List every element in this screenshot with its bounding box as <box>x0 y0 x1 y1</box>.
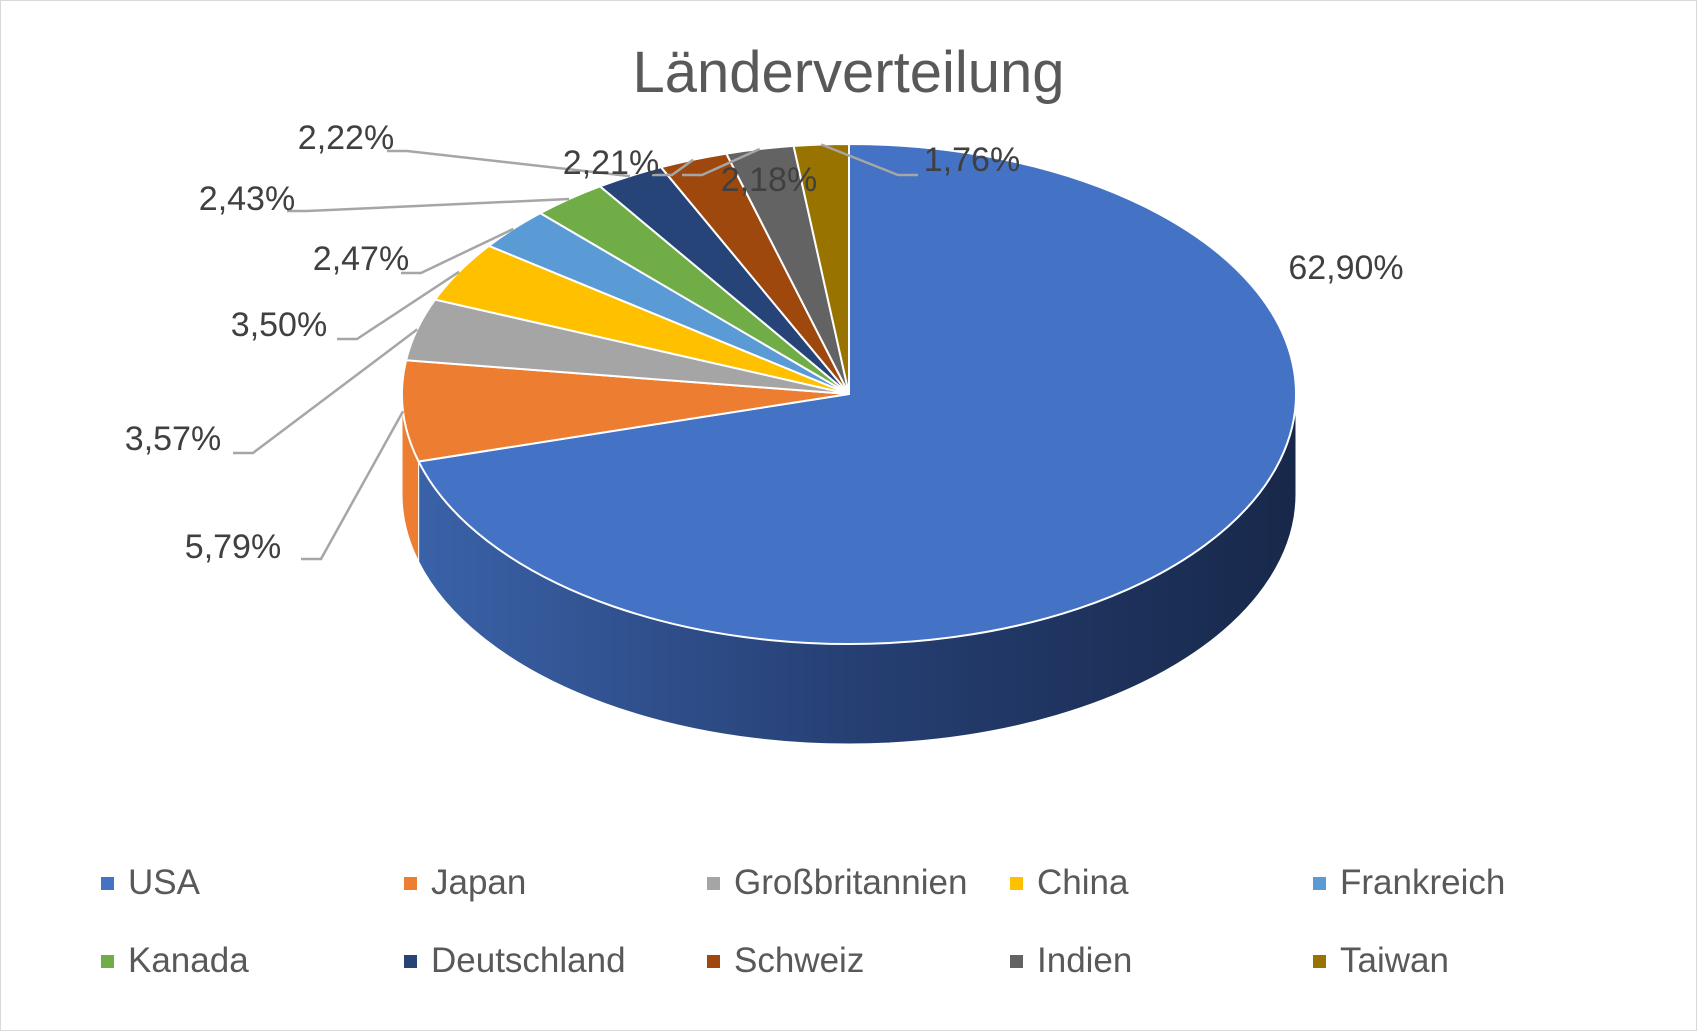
legend-item-china: China <box>1010 863 1313 903</box>
data-label-deutschland: 2,22% <box>298 119 394 157</box>
legend-item-deutschland: Deutschland <box>404 941 707 981</box>
data-label-indien: 2,18% <box>721 161 817 199</box>
data-label-china: 3,50% <box>231 306 327 344</box>
legend-label: Großbritannien <box>734 863 968 902</box>
leader-line-großbritannien <box>233 328 418 455</box>
legend-item-kanada: Kanada <box>101 941 404 981</box>
legend-swatch <box>1010 954 1023 968</box>
legend-swatch <box>101 876 114 890</box>
data-labels: 62,90% 5,79% 3,57% 3,50% 2,47% 2,43%2,22% 2,21… <box>125 119 1404 566</box>
legend-swatch <box>707 954 720 968</box>
legend-swatch <box>101 954 114 968</box>
legend-item-indien: Indien <box>1010 941 1313 981</box>
leader-line-japan <box>301 410 405 561</box>
legend-item-frankreich: Frankreich <box>1313 863 1616 903</box>
legend: USA Japan Großbritannien China Frankreich Kan… <box>101 863 1641 981</box>
legend-item-großbritannien: Großbritannien <box>707 863 1010 903</box>
legend-label: Taiwan <box>1340 941 1449 980</box>
leader-line-taiwan <box>820 143 918 177</box>
legend-item-usa: USA <box>101 863 404 903</box>
legend-swatch <box>1313 876 1326 890</box>
legend-swatch <box>1010 876 1023 890</box>
legend-item-taiwan: Taiwan <box>1313 941 1616 981</box>
legend-swatch <box>404 954 417 968</box>
chart-title: Länderverteilung <box>632 40 1065 105</box>
data-label-schweiz: 2,21% <box>563 144 659 182</box>
leader-line-indien <box>682 147 761 177</box>
data-label-usa: 62,90% <box>1288 249 1403 287</box>
legend-label: Frankreich <box>1340 863 1506 902</box>
leader-line-china <box>337 270 460 341</box>
leader-line-schweiz <box>652 158 694 177</box>
legend-swatch <box>404 876 417 890</box>
data-label-japan: 5,79% <box>185 528 281 566</box>
legend-swatch <box>1313 954 1326 968</box>
data-label-großbritannien: 3,57% <box>125 420 221 458</box>
data-label-kanada: 2,43% <box>199 180 295 218</box>
legend-label: China <box>1037 863 1129 902</box>
legend-item-japan: Japan <box>404 863 707 903</box>
leader-lines <box>233 143 918 561</box>
leader-line-deutschland <box>387 149 631 178</box>
leader-line-frankreich <box>401 227 514 275</box>
legend-label: Indien <box>1037 941 1133 980</box>
legend-label: Deutschland <box>431 941 626 980</box>
data-label-taiwan: 1,76% <box>924 141 1020 179</box>
slice-usa <box>417 142 1297 645</box>
legend-label: Kanada <box>128 941 249 980</box>
leader-line-kanada <box>287 197 570 213</box>
legend-label: Japan <box>431 863 527 902</box>
legend-label: Schweiz <box>734 941 865 980</box>
legend-item-schweiz: Schweiz <box>707 941 1010 981</box>
legend-label: USA <box>128 863 200 902</box>
pie-top <box>401 142 1297 645</box>
data-label-frankreich: 2,47% <box>313 240 409 278</box>
legend-swatch <box>707 876 720 890</box>
